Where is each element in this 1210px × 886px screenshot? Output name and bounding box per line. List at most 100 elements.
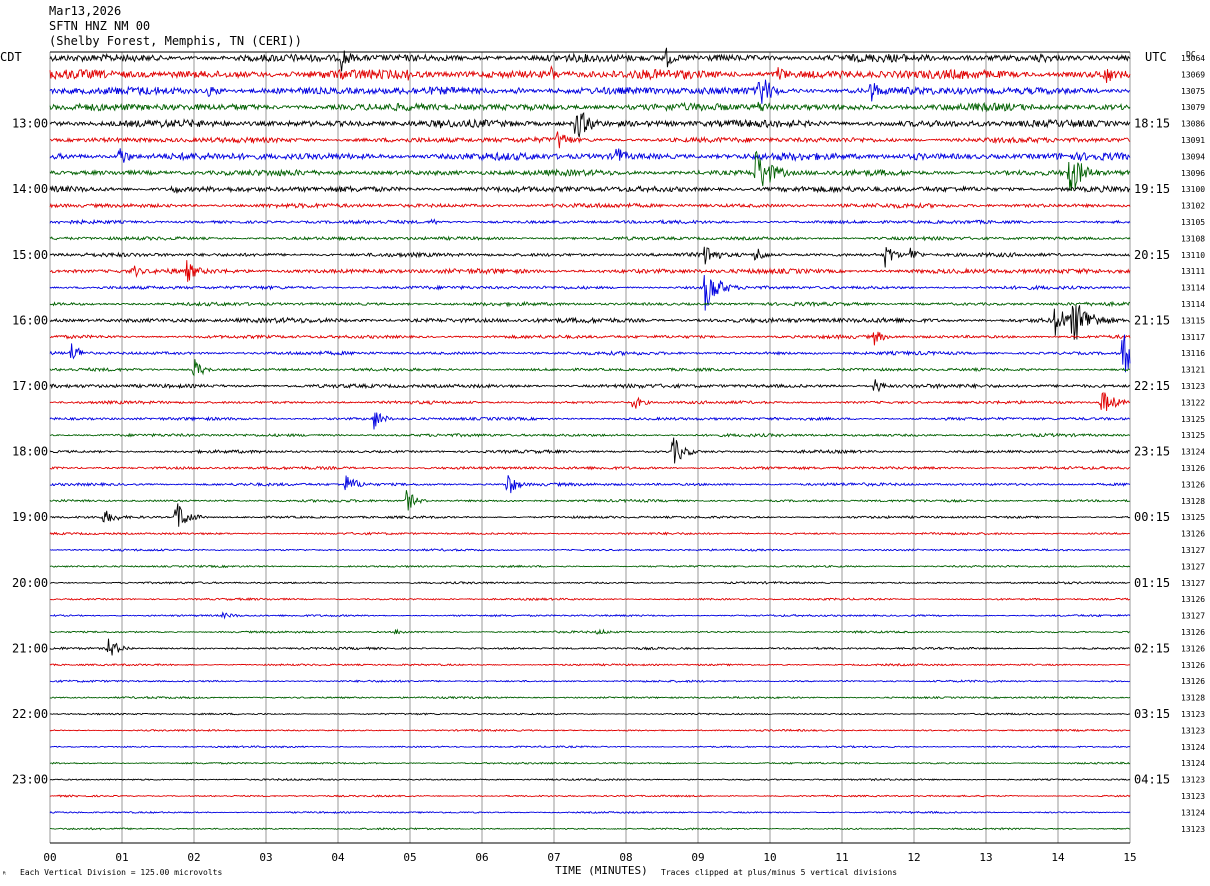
station-name: SFTN HNZ NM 00 (49, 19, 150, 33)
dc-offset-label: 13100 (1181, 185, 1205, 194)
dc-offset-label: 13124 (1181, 448, 1205, 457)
left-hour-label: 14:00 (12, 182, 48, 196)
scale-note: Each Vertical Division = 125.00 microvol… (20, 868, 222, 877)
dc-offset-label: 13128 (1181, 497, 1205, 506)
seismic-trace (49, 432, 1131, 438)
dc-offset-label: 13094 (1181, 152, 1205, 161)
dc-offset-label: 13126 (1181, 661, 1205, 670)
dc-offset-label: 13111 (1181, 267, 1205, 276)
seismic-trace (49, 638, 1131, 656)
seismic-trace (49, 475, 1131, 494)
dc-offset-label: 13091 (1181, 136, 1205, 145)
x-tick-label: 13 (979, 851, 992, 864)
seismic-trace (49, 246, 1131, 268)
dc-offset-label: 13110 (1181, 251, 1205, 260)
dc-offset-labels: 13064 13069 13075 13079 13086 13091 13094 13096… (1181, 54, 1205, 834)
dc-offset-label: 13127 (1181, 612, 1205, 621)
seismic-trace (49, 148, 1131, 163)
dc-offset-label: 13075 (1181, 87, 1205, 96)
dc-offset-label: 13123 (1181, 710, 1205, 719)
dc-offset-label: 13126 (1181, 677, 1205, 686)
seismic-trace (49, 564, 1131, 569)
x-tick-label: 07 (547, 851, 560, 864)
left-hour-label: 15:00 (12, 248, 48, 262)
left-hour-label: 22:00 (12, 707, 48, 721)
seismic-trace (49, 202, 1131, 210)
seismic-trace (49, 275, 1131, 311)
dc-offset-label: 13128 (1181, 694, 1205, 703)
seismic-trace (49, 628, 1131, 635)
dc-offset-label: 13096 (1181, 169, 1205, 178)
x-tick-label: 14 (1051, 851, 1065, 864)
left-hour-labels: 13:00 14:00 15:00 16:00 17:00 18:00 19:00 20:00… (12, 117, 48, 787)
station-location: (Shelby Forest, Memphis, TN (CERI)) (49, 34, 302, 48)
seismic-trace (49, 379, 1131, 393)
right-hour-label: 04:15 (1134, 773, 1170, 787)
dc-offset-label: 13124 (1181, 743, 1205, 752)
seismic-trace (50, 580, 1131, 585)
dc-offset-label: 13114 (1181, 284, 1205, 293)
x-axis-label: TIME (MINUTES) (555, 864, 648, 877)
right-hour-label: 18:15 (1134, 117, 1170, 131)
x-tick-label: 05 (403, 851, 416, 864)
dc-offset-label: 13114 (1181, 300, 1205, 309)
seismic-trace (49, 531, 1131, 536)
left-timezone-label: CDT (0, 50, 22, 64)
right-hour-label: 03:15 (1134, 707, 1170, 721)
dc-offset-label: 13127 (1181, 562, 1205, 571)
seismic-trace (49, 131, 1131, 149)
seismic-trace (49, 305, 1131, 340)
seismic-trace (49, 597, 1131, 602)
seismic-trace (49, 150, 1131, 191)
left-hour-label: 20:00 (12, 576, 48, 590)
seismic-trace (49, 300, 1131, 308)
seismic-trace (49, 728, 1131, 733)
seismic-trace (49, 412, 1131, 430)
seismic-trace (49, 47, 1131, 72)
dc-offset-label: 13102 (1181, 202, 1205, 211)
gridlines (49, 51, 1131, 844)
dc-offset-label: 13123 (1181, 382, 1205, 391)
seismic-trace (49, 777, 1131, 782)
right-hour-label: 02:15 (1134, 641, 1170, 655)
dc-offset-label: 13122 (1181, 398, 1205, 407)
dc-offset-label: 13126 (1181, 644, 1205, 653)
seismic-trace (49, 184, 1131, 194)
dc-offset-label: 13064 (1181, 54, 1205, 63)
right-hour-labels: 18:15 19:15 20:15 21:15 22:15 23:15 00:15 01:15… (1134, 117, 1170, 787)
seismic-trace (49, 331, 1131, 346)
seismic-trace (49, 260, 1131, 282)
dc-offset-label: 13126 (1181, 530, 1205, 539)
dc-offset-label: 13115 (1181, 316, 1205, 325)
right-timezone-label: UTC (1145, 50, 1167, 64)
x-tick-label: 00 (43, 851, 56, 864)
seismic-trace (50, 827, 1131, 831)
seismic-trace (49, 111, 1131, 138)
x-tick-label: 03 (259, 851, 272, 864)
seismic-trace (49, 548, 1131, 552)
right-hour-label: 23:15 (1134, 445, 1170, 459)
x-tick-label: 02 (187, 851, 200, 864)
dc-offset-label: 13105 (1181, 218, 1205, 227)
seismic-trace (49, 712, 1131, 716)
dc-offset-label: 13125 (1181, 431, 1205, 440)
right-hour-label: 00:15 (1134, 510, 1170, 524)
x-tick-label: 15 (1123, 851, 1136, 864)
seismic-trace (49, 761, 1131, 765)
right-hour-label: 01:15 (1134, 576, 1170, 590)
plot-date: Mar13,2026 (49, 4, 121, 18)
left-hour-label: 17:00 (12, 379, 48, 393)
dc-offset-label: 13124 (1181, 759, 1205, 768)
right-hour-label: 20:15 (1134, 248, 1170, 262)
dc-offset-label: 13123 (1181, 726, 1205, 735)
dc-offset-label: 13123 (1181, 792, 1205, 801)
seismic-trace (49, 695, 1131, 700)
dc-offset-label: 13126 (1181, 595, 1205, 604)
dc-column-label: DC (1186, 50, 1196, 59)
dc-offset-label: 13124 (1181, 808, 1205, 817)
seismic-trace (49, 810, 1131, 815)
left-hour-label: 21:00 (12, 641, 48, 655)
x-tick-label: 11 (835, 851, 848, 864)
seismic-trace (49, 334, 1131, 373)
seismic-trace (49, 745, 1131, 749)
